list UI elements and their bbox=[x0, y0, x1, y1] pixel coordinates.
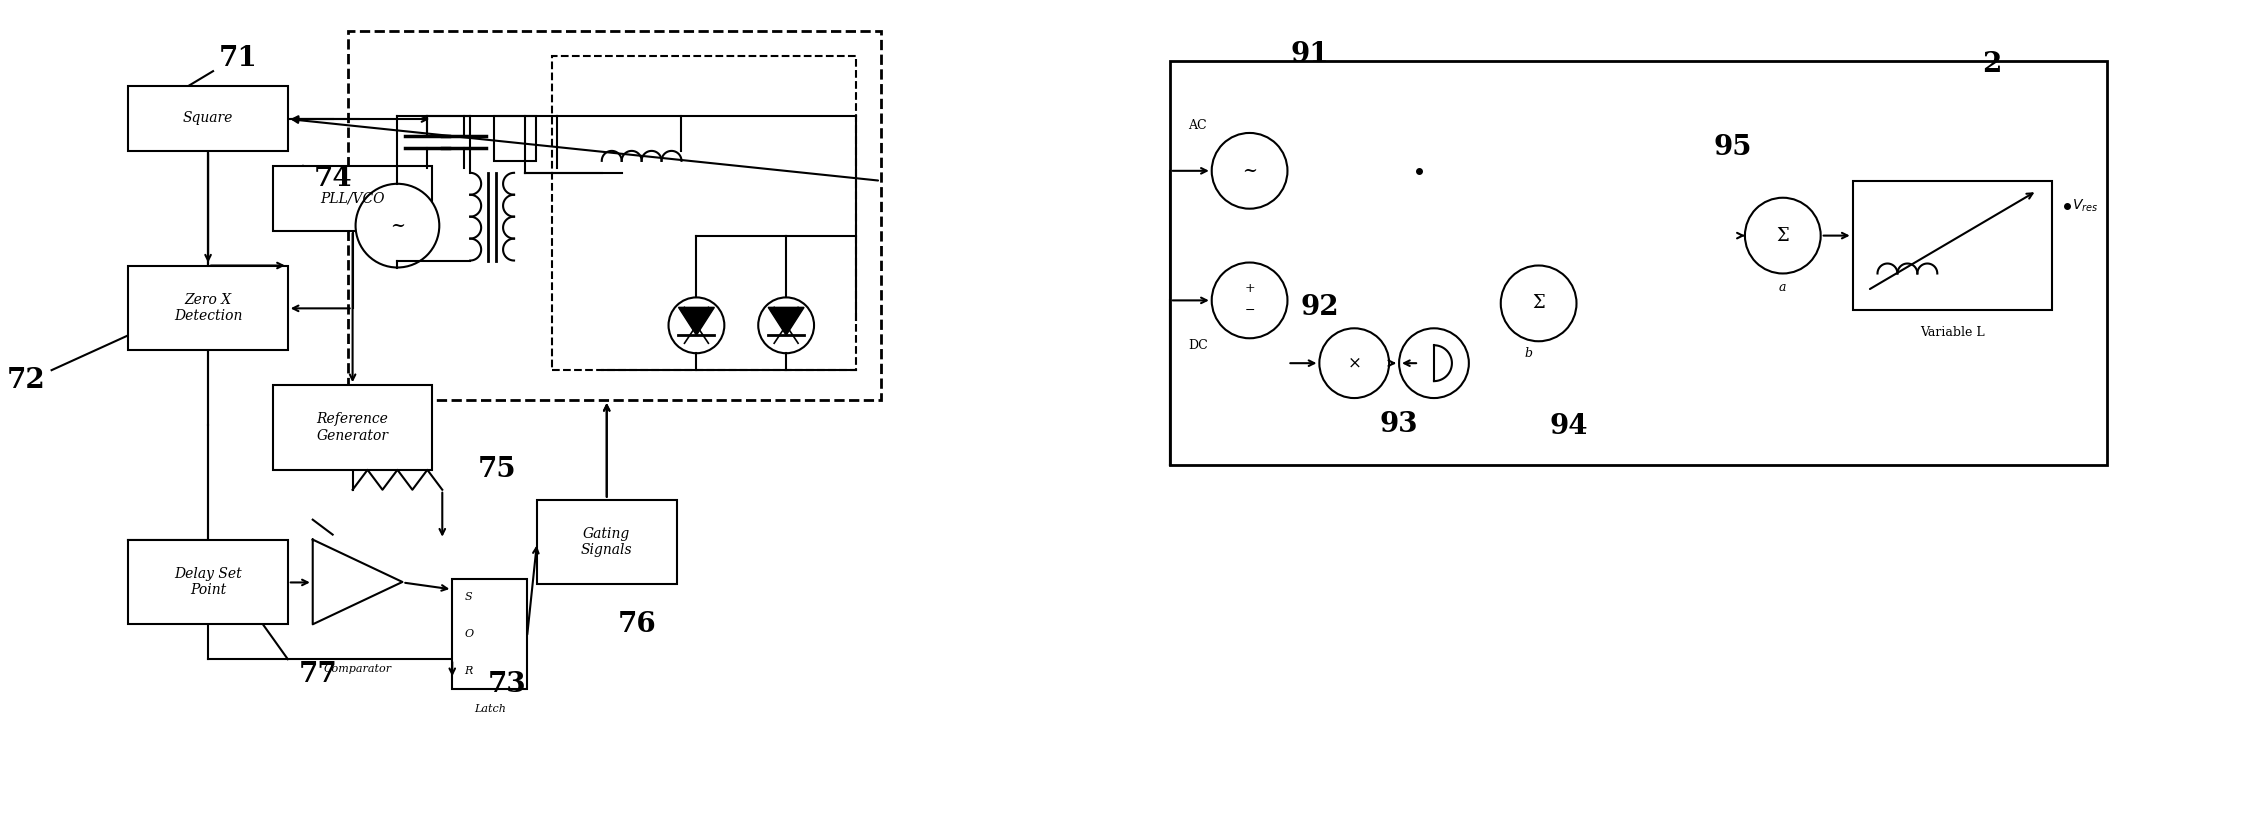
Text: O: O bbox=[465, 630, 474, 640]
Text: ~: ~ bbox=[390, 216, 406, 235]
Text: 72: 72 bbox=[7, 367, 45, 393]
Text: 75: 75 bbox=[478, 456, 516, 483]
Text: Variable L: Variable L bbox=[1919, 326, 1984, 339]
Text: 91: 91 bbox=[1290, 41, 1328, 68]
Text: DC: DC bbox=[1188, 339, 1209, 352]
Circle shape bbox=[1502, 266, 1576, 342]
Text: Square: Square bbox=[183, 112, 232, 125]
Bar bbox=[129, 86, 289, 151]
Bar bbox=[552, 56, 857, 370]
Text: −: − bbox=[1245, 304, 1254, 316]
Text: $V_{res}$: $V_{res}$ bbox=[2072, 198, 2097, 214]
Bar bbox=[1854, 181, 2052, 311]
Text: 76: 76 bbox=[618, 611, 656, 638]
Text: S: S bbox=[465, 592, 471, 602]
Text: a: a bbox=[1779, 281, 1786, 294]
Polygon shape bbox=[769, 307, 805, 336]
Text: b: b bbox=[1524, 347, 1533, 360]
Text: Reference
Generator: Reference Generator bbox=[316, 412, 388, 443]
Text: +: + bbox=[1245, 282, 1254, 295]
Text: 95: 95 bbox=[1714, 134, 1752, 161]
Text: 93: 93 bbox=[1380, 412, 1418, 438]
Text: 74: 74 bbox=[313, 165, 352, 192]
Bar bbox=[273, 166, 433, 230]
Bar bbox=[453, 579, 528, 689]
Bar bbox=[129, 266, 289, 350]
Circle shape bbox=[1398, 328, 1468, 398]
Text: 73: 73 bbox=[487, 671, 525, 697]
Text: 77: 77 bbox=[298, 660, 336, 688]
Circle shape bbox=[1211, 262, 1288, 338]
Circle shape bbox=[1319, 328, 1389, 398]
Text: R: R bbox=[465, 666, 474, 676]
Text: ×: × bbox=[1346, 355, 1362, 372]
Polygon shape bbox=[679, 307, 715, 336]
Text: Σ: Σ bbox=[1531, 295, 1545, 312]
Circle shape bbox=[758, 297, 814, 353]
Text: Σ: Σ bbox=[1777, 226, 1788, 245]
Bar bbox=[347, 31, 882, 400]
Bar bbox=[129, 539, 289, 625]
Bar bbox=[537, 499, 676, 584]
Text: Gating
Signals: Gating Signals bbox=[582, 527, 634, 557]
Text: AC: AC bbox=[1188, 119, 1206, 133]
Circle shape bbox=[356, 184, 440, 267]
Text: 71: 71 bbox=[219, 45, 257, 72]
Text: PLL/VCO: PLL/VCO bbox=[320, 191, 386, 205]
Text: ~: ~ bbox=[1243, 162, 1256, 180]
Text: 2: 2 bbox=[1982, 51, 2002, 78]
Circle shape bbox=[1745, 198, 1820, 274]
Bar bbox=[273, 385, 433, 470]
Text: Comparator: Comparator bbox=[322, 664, 392, 674]
Text: Delay Set
Point: Delay Set Point bbox=[174, 567, 241, 597]
Text: Zero X
Detection: Zero X Detection bbox=[174, 293, 241, 323]
Circle shape bbox=[1211, 133, 1288, 209]
Circle shape bbox=[667, 297, 724, 353]
Text: 94: 94 bbox=[1549, 413, 1588, 441]
Bar bbox=[1170, 61, 2106, 465]
Text: Latch: Latch bbox=[474, 704, 505, 714]
Text: 92: 92 bbox=[1301, 294, 1339, 321]
Bar bbox=[494, 116, 537, 161]
